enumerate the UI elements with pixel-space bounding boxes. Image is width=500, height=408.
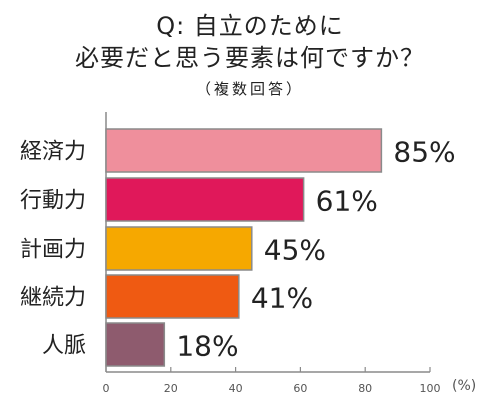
x-axis-unit: (%) — [452, 378, 476, 394]
value-label: 85% — [393, 136, 455, 169]
x-tick-label: 0 — [103, 382, 110, 395]
x-tick-label: 100 — [420, 382, 441, 395]
value-label: 18% — [176, 330, 238, 363]
category-label: 経済力 — [20, 140, 86, 165]
category-label: 行動力 — [20, 189, 86, 214]
bar-3 — [105, 274, 240, 319]
x-tick-label: 60 — [293, 382, 307, 395]
x-tick-label: 80 — [358, 382, 372, 395]
x-tick-label: 40 — [229, 382, 243, 395]
bar-0 — [105, 128, 383, 173]
category-label: 人脈 — [42, 334, 86, 359]
category-label: 継続力 — [20, 286, 86, 311]
value-label: 61% — [316, 185, 378, 218]
value-label: 41% — [251, 282, 313, 315]
bar-1 — [105, 177, 305, 222]
chart-note: （複数回答） — [195, 80, 304, 98]
category-label: 計画力 — [20, 238, 86, 263]
value-label: 45% — [264, 234, 326, 267]
bar-4 — [105, 322, 166, 367]
bar-2 — [105, 226, 253, 271]
chart-subtitle: 必要だと思う要素は何ですか？ — [75, 44, 425, 72]
x-tick-label: 20 — [164, 382, 178, 395]
chart-title: Q: 自立のために — [156, 12, 344, 40]
